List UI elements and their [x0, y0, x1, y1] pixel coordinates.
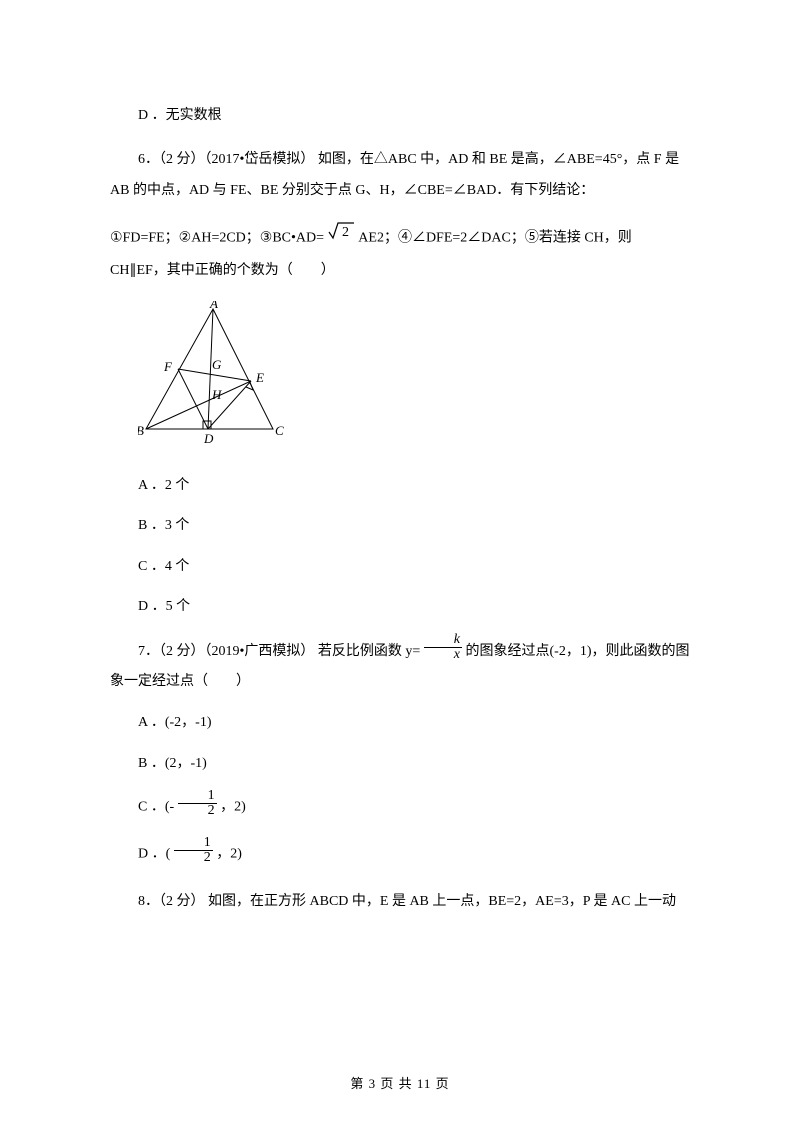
label-F: F — [163, 359, 173, 374]
frac-num: k — [424, 633, 462, 648]
q7-d-pre: D ．( — [138, 847, 174, 862]
q7-option-a: A ．(-2，-1) — [110, 712, 690, 734]
page-footer: 第 3 页 共 11 页 — [0, 1073, 800, 1092]
q6-statements-pre: ①FD=FE；②AH=2CD；③BC•AD= — [110, 231, 328, 246]
frac-1-2-c: 1 2 — [178, 789, 217, 818]
q6-option-a: A ．2 个 — [110, 475, 690, 497]
q8-stem: 8．（2 分） 如图，在正方形 ABCD 中，E 是 AB 上一点，BE=2，A… — [110, 887, 690, 918]
q5-option-d: D ．无实数根 — [110, 105, 690, 127]
label-H: H — [211, 387, 222, 402]
q7-option-d: D ．( 1 2 ，2) — [110, 840, 690, 869]
q6-stem: 6．（2 分）（2017•岱岳模拟） 如图，在△ABC 中，AD 和 BE 是高… — [110, 145, 690, 207]
q7-option-c: C ．(- 1 2 ，2) — [110, 793, 690, 822]
frac-num-d: 1 — [174, 836, 213, 851]
q7-c-post: ，2) — [220, 800, 246, 815]
q7-c-pre: C ．(- — [138, 800, 178, 815]
frac-den-c: 2 — [178, 804, 217, 818]
page-content: D ．无实数根 6．（2 分）（2017•岱岳模拟） 如图，在△ABC 中，AD… — [0, 0, 800, 992]
q6-option-c: C ．4 个 — [110, 556, 690, 578]
frac-num-c: 1 — [178, 789, 217, 804]
q6-statements: ①FD=FE；②AH=2CD；③BC•AD= 2 AE2；④∠DFE=2∠DAC… — [110, 221, 690, 287]
label-A: A — [209, 301, 218, 311]
sqrt-value: 2 — [342, 225, 349, 240]
q6-diagram: A B C D E F G H — [138, 301, 690, 457]
q7-d-post: ，2) — [216, 847, 242, 862]
frac-1-2-d: 1 2 — [174, 836, 213, 865]
frac-den: x — [424, 648, 462, 662]
frac-k-x: k x — [424, 633, 462, 662]
q6-option-b: B ．3 个 — [110, 515, 690, 537]
label-C: C — [275, 423, 284, 438]
q6-option-d: D ．5 个 — [110, 596, 690, 618]
label-B: B — [138, 423, 144, 438]
label-E: E — [255, 370, 264, 385]
label-G: G — [212, 357, 222, 372]
q7-stem: 7．（2 分）（2019•广西模拟） 若反比例函数 y= k x 的图象经过点(… — [110, 637, 690, 699]
q7-pre: 7．（2 分）（2019•广西模拟） 若反比例函数 y= — [138, 644, 424, 659]
frac-den-d: 2 — [174, 851, 213, 865]
sqrt-2: 2 — [328, 219, 356, 254]
q7-option-b: B ．(2，-1) — [110, 753, 690, 775]
label-D: D — [203, 431, 214, 446]
